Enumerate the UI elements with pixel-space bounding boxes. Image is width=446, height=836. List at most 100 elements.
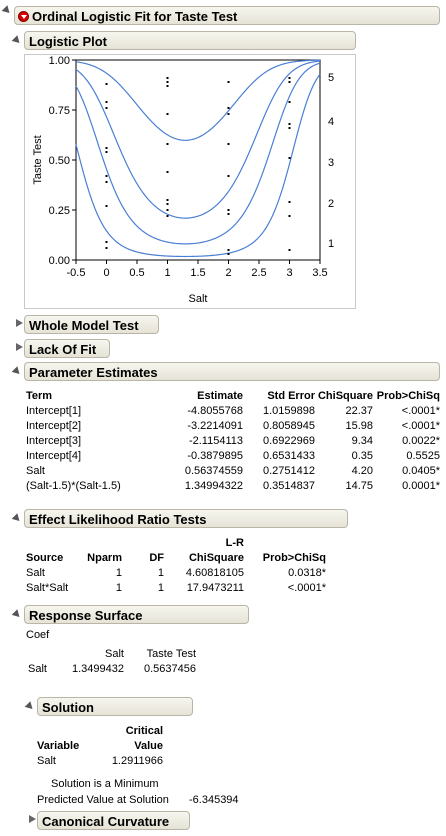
cell: 0.0001* (402, 479, 440, 492)
data-point (227, 209, 230, 211)
canonical-curvature-header[interactable]: Canonical Curvature (37, 811, 190, 830)
whole-model-test-title: Whole Model Test (29, 318, 139, 333)
table-row: Salt 0.56374559 0.2751412 4.20 0.0405* (26, 463, 440, 478)
logistic-plot-title: Logistic Plot (29, 34, 107, 49)
solution-title: Solution (42, 700, 94, 715)
cell: 0.56374559 (184, 464, 243, 477)
column-header (28, 646, 56, 661)
parameter-estimates-header[interactable]: Parameter Estimates (24, 362, 440, 381)
expand-icon[interactable] (29, 815, 36, 823)
cell: 1.3499432 (72, 662, 124, 675)
data-point (166, 85, 169, 87)
effect-lr-tests-table: L-R Source Nparm DF ChiSquare Prob>ChiSq… (26, 535, 326, 595)
data-point (166, 209, 169, 211)
cell: 0.6531433 (263, 449, 315, 462)
data-point (166, 77, 169, 79)
x-tick-label: 3.5 (312, 267, 327, 279)
column-header: Value (134, 739, 163, 752)
data-point (288, 249, 291, 251)
x-tick-label: 1.5 (190, 267, 205, 279)
collapse-icon[interactable] (11, 609, 23, 620)
red-triangle-menu-icon[interactable] (18, 11, 29, 22)
data-point (105, 241, 108, 243)
solution-header[interactable]: Solution (37, 697, 193, 716)
column-header: Taste Test (146, 647, 196, 660)
data-point (166, 203, 169, 205)
data-point (288, 101, 291, 103)
cell: <.0001* (287, 581, 326, 594)
table-row: Salt*Salt 1 1 17.9473211 <.0001* (26, 580, 326, 595)
cell: -4.8055768 (187, 404, 243, 417)
column-header (37, 723, 89, 738)
data-point (105, 147, 108, 149)
data-point (105, 151, 108, 153)
collapse-icon[interactable] (1, 5, 13, 16)
cumulative-prob-curve (75, 73, 321, 258)
cell: Salt (28, 662, 47, 675)
report-title-bar[interactable]: Ordinal Logistic Fit for Taste Test (14, 6, 440, 25)
cell: 1 (157, 581, 164, 594)
cell: 9.34 (351, 434, 373, 447)
expand-icon[interactable] (16, 343, 23, 351)
y-tick-label: 0.50 (49, 155, 70, 167)
parameter-estimates-title: Parameter Estimates (29, 365, 158, 380)
cell: <.0001* (401, 419, 440, 432)
whole-model-test-header[interactable]: Whole Model Test (24, 315, 159, 334)
expand-icon[interactable] (16, 319, 23, 327)
cell: Intercept[2] (26, 419, 82, 432)
table-row: Intercept[4] -0.3879895 0.6531433 0.35 0.552… (26, 448, 440, 463)
data-point (227, 253, 230, 255)
response-level-label: 3 (328, 157, 334, 169)
x-tick-label: 2.5 (251, 267, 266, 279)
canonical-curvature-title: Canonical Curvature (42, 814, 170, 829)
collapse-icon[interactable] (24, 701, 36, 712)
cell: Intercept[3] (26, 434, 82, 447)
data-point (166, 81, 169, 83)
lack-of-fit-title: Lack Of Fit (29, 342, 97, 357)
data-point (227, 143, 230, 145)
column-header: Nparm (87, 551, 122, 564)
collapse-icon[interactable] (11, 513, 23, 524)
column-header (244, 535, 326, 550)
cumulative-prob-curve (75, 62, 321, 245)
table-header-row: Source Nparm DF ChiSquare Prob>ChiSq (26, 550, 326, 565)
table-row: Intercept[2] -3.2214091 0.8058945 15.98 <.00… (26, 418, 440, 433)
collapse-icon[interactable] (11, 366, 23, 377)
data-point (166, 113, 169, 115)
parameter-estimates-table: Term Estimate Std Error ChiSquare Prob>C… (26, 388, 440, 493)
lack-of-fit-header[interactable]: Lack Of Fit (24, 339, 110, 358)
logistic-plot-header[interactable]: Logistic Plot (24, 31, 356, 50)
column-header: Prob>ChiSq (262, 551, 326, 564)
table-header-row: Salt Taste Test (28, 646, 196, 661)
cell: (Salt-1.5)*(Salt-1.5) (26, 479, 121, 492)
cumulative-prob-curve (75, 60, 321, 219)
cell: 0.8058945 (263, 419, 315, 432)
data-point (105, 205, 108, 207)
effect-lr-tests-header[interactable]: Effect Likelihood Ratio Tests (24, 509, 348, 528)
cumulative-prob-curve (75, 59, 321, 141)
data-point (166, 143, 169, 145)
response-level-label: 1 (328, 238, 334, 250)
column-header: ChiSquare (317, 389, 373, 402)
response-surface-header[interactable]: Response Surface (24, 605, 249, 624)
cell: 1.2911966 (111, 754, 163, 767)
cell: -0.3879895 (187, 449, 243, 462)
cell: Intercept[1] (26, 404, 82, 417)
response-surface-table: Salt Taste Test Salt 1.3499432 0.5637456 (28, 646, 196, 676)
cell: -3.2214091 (187, 419, 243, 432)
column-header (122, 535, 164, 550)
column-header: Prob>ChiSq (376, 389, 440, 402)
collapse-icon[interactable] (11, 35, 23, 46)
column-header: Std Error (267, 389, 315, 402)
cell: 15.98 (345, 419, 373, 432)
data-point (227, 249, 230, 251)
cell: 0.0022* (402, 434, 440, 447)
predicted-value-label: Predicted Value at Solution (37, 794, 169, 806)
table-row: Salt 1.3499432 0.5637456 (28, 661, 196, 676)
solution-table: Critical Variable Value Salt 1.2911966 (37, 723, 163, 768)
response-level-label: 4 (328, 116, 334, 128)
column-header: DF (149, 551, 164, 564)
data-point (166, 199, 169, 201)
y-tick-label: 0.75 (49, 105, 70, 117)
table-header-row: Critical (37, 723, 163, 738)
